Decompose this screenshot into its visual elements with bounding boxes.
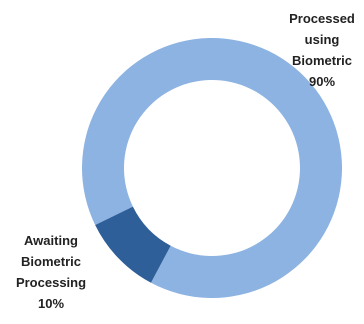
- value-label: 10%: [37, 296, 65, 311]
- donut-slice: [81, 37, 342, 298]
- category-label: Awaiting Biometric Processing: [15, 233, 87, 290]
- value-label: 90%: [308, 74, 336, 89]
- slice-label: Awaiting Biometric Processing 10%: [8, 230, 94, 314]
- donut-slice: [95, 206, 171, 283]
- slice-label: Processed using Biometric 90%: [280, 8, 364, 92]
- category-label: Processed using Biometric: [289, 11, 355, 68]
